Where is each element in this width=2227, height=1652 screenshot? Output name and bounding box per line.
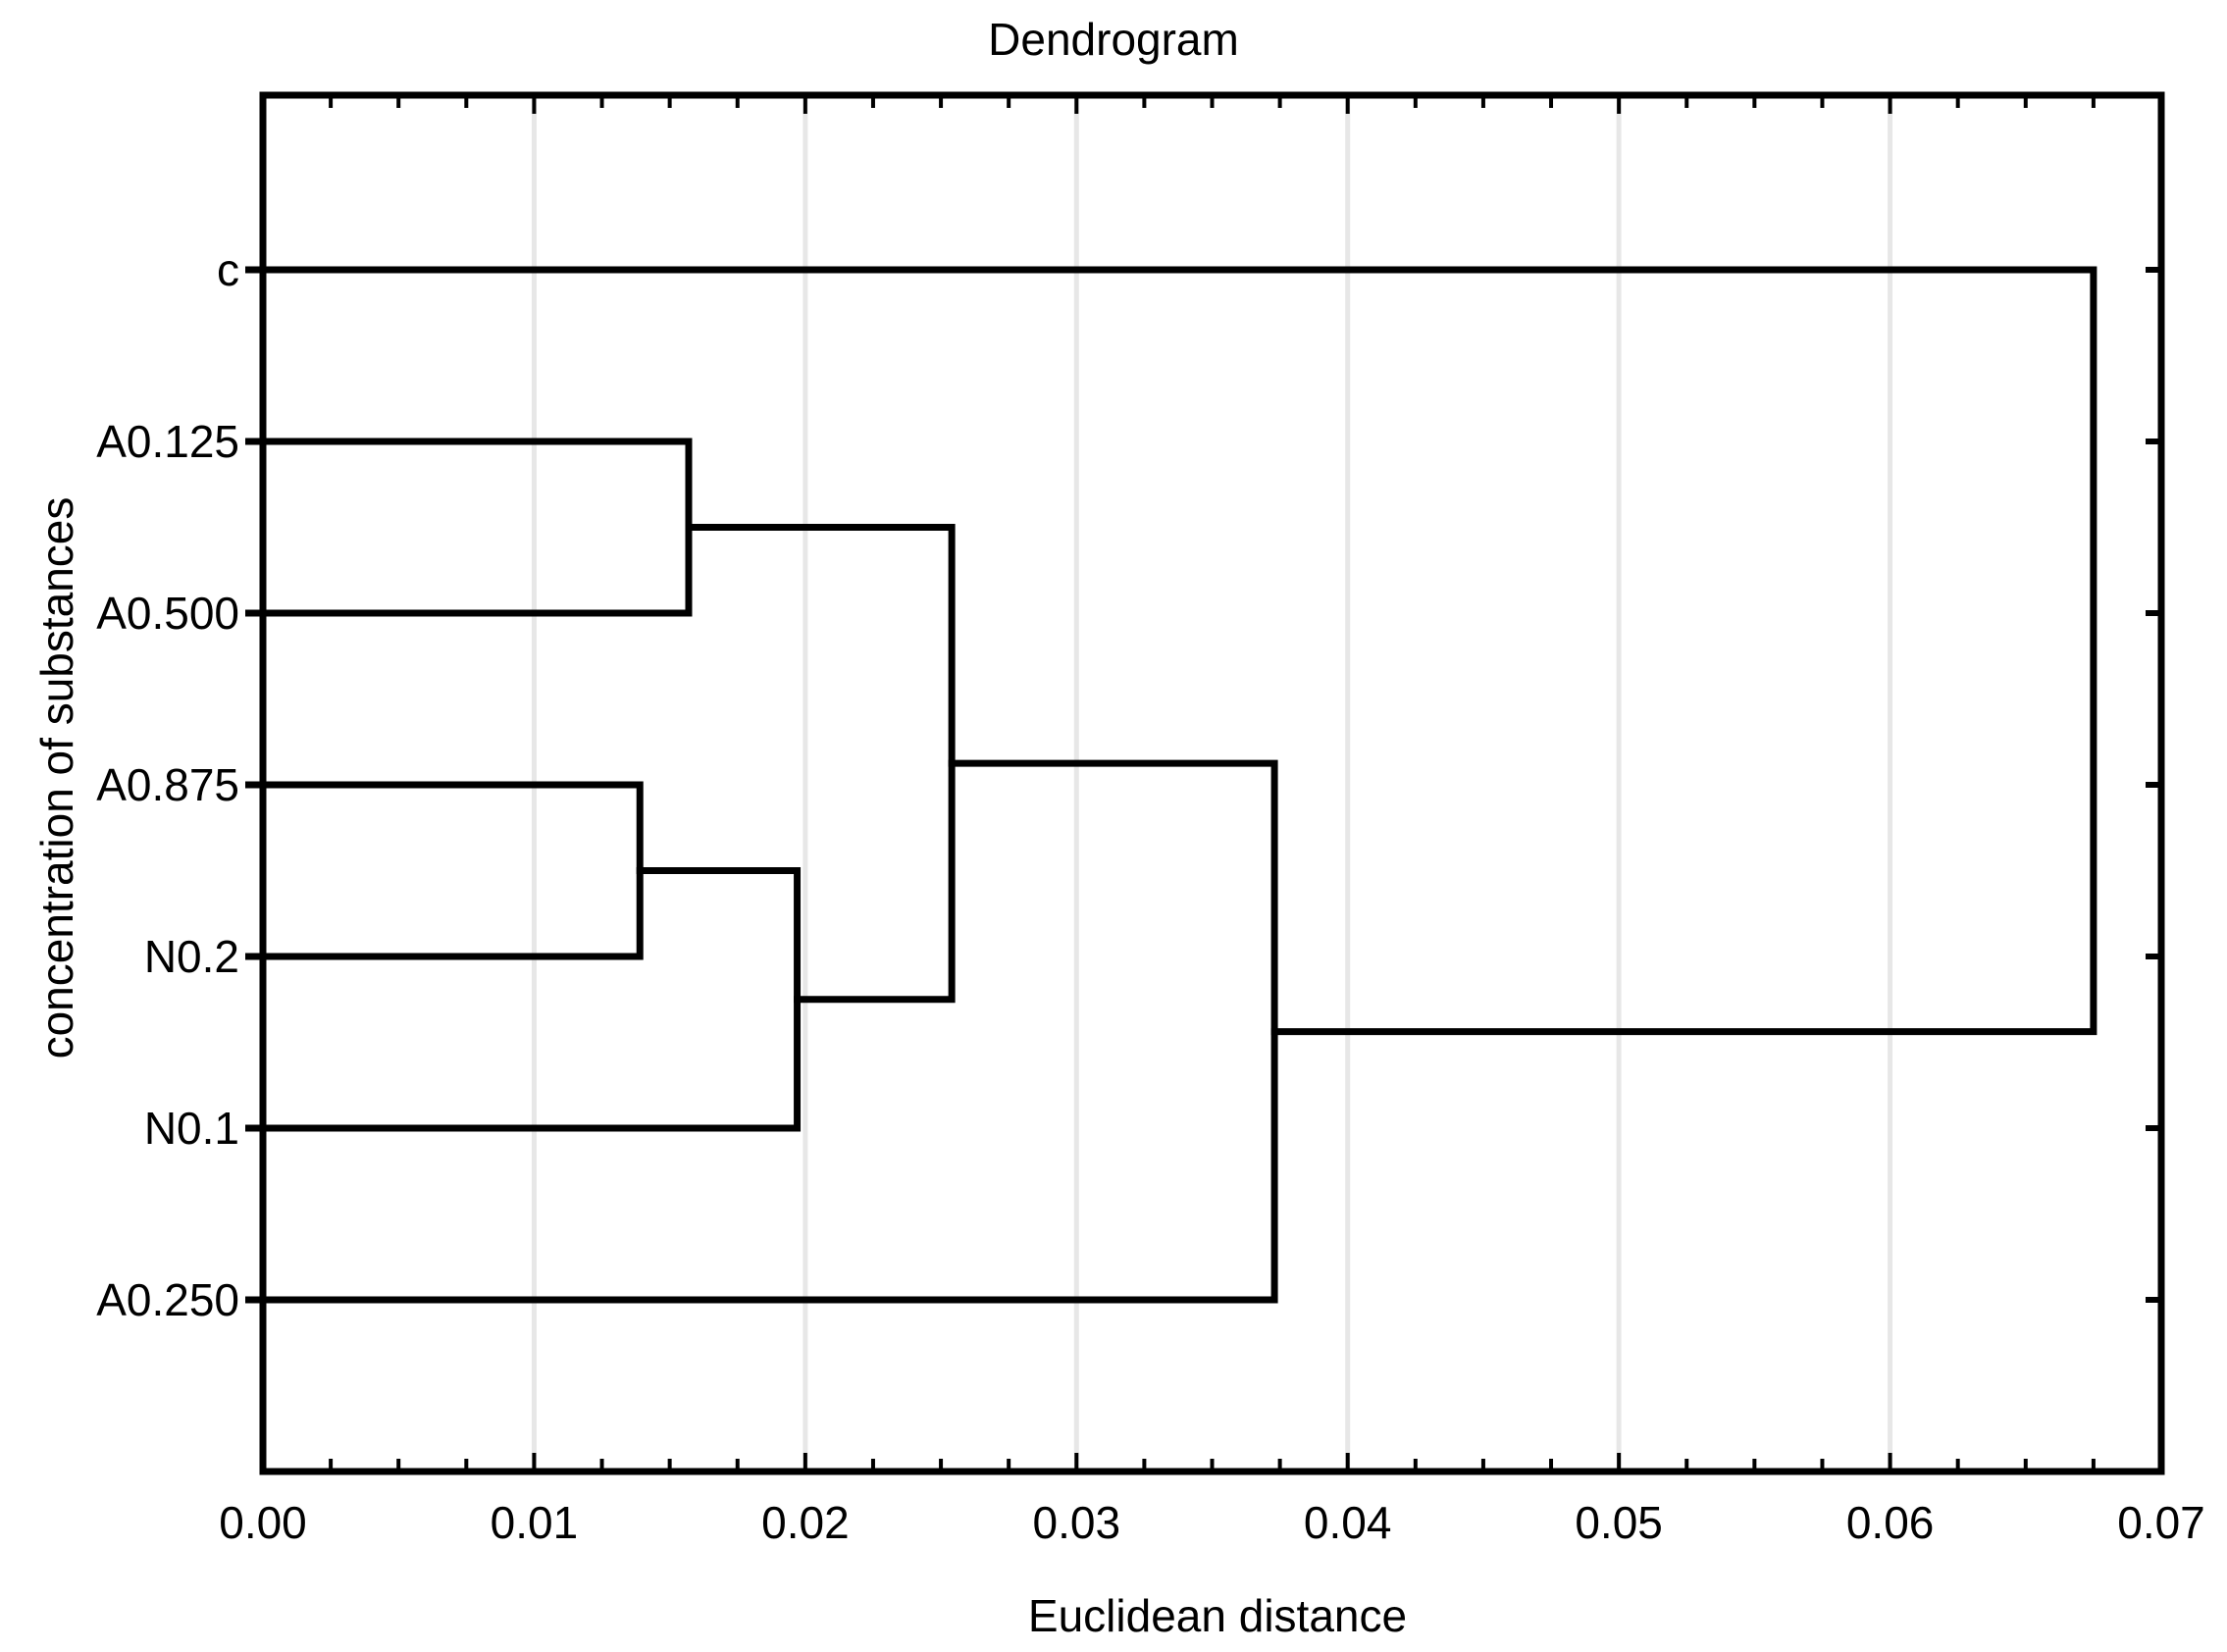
leaf-label-n01: N0.1 xyxy=(144,1103,239,1154)
leaf-label-a0500: A0.500 xyxy=(96,588,239,639)
x-tick-label: 0.04 xyxy=(1304,1497,1392,1548)
x-tick-label: 0.00 xyxy=(219,1497,307,1548)
linkage-M2-A0.875-N0.2 xyxy=(259,781,644,960)
x-tick-label: 0.07 xyxy=(2117,1497,2205,1548)
linkage-M4-M1-M3 xyxy=(685,524,956,1004)
leaf-label-a0250: A0.250 xyxy=(96,1274,239,1325)
x-tick-label: 0.02 xyxy=(761,1497,850,1548)
linkage-M5-M4-A0.250 xyxy=(259,759,1278,1304)
chart-title: Dendrogram xyxy=(988,14,1239,65)
leaf-labels: c A0.125 A0.500 A0.875 N0.2 N0.1 A0.250 xyxy=(96,244,239,1325)
x-tick-label: 0.05 xyxy=(1575,1497,1663,1548)
x-tick-label: 0.03 xyxy=(1033,1497,1121,1548)
linkage-M6-M5-c xyxy=(259,266,2098,1036)
gridline-layer xyxy=(531,98,1893,1469)
x-tick-label: 0.06 xyxy=(1846,1497,1935,1548)
y-axis-label: concentration of substances xyxy=(31,497,82,1059)
x-tick-labels: 0.00 0.01 0.02 0.03 0.04 0.05 0.06 0.07 xyxy=(219,1497,2205,1548)
leaf-label-c: c xyxy=(217,244,239,295)
linkage-M3-M2-N0.1 xyxy=(259,867,802,1132)
x-tick-label: 0.01 xyxy=(491,1497,579,1548)
leaf-label-a0875: A0.875 xyxy=(96,759,239,810)
leaf-label-a0125: A0.125 xyxy=(96,416,239,467)
x-axis-label: Euclidean distance xyxy=(1028,1590,1407,1641)
leaf-label-n02: N0.2 xyxy=(144,931,239,982)
axis-tick-layer xyxy=(245,98,2158,1469)
linkage-M1-A0.125-A0.500 xyxy=(259,438,693,617)
dendrogram-tree-layer xyxy=(259,266,2098,1304)
